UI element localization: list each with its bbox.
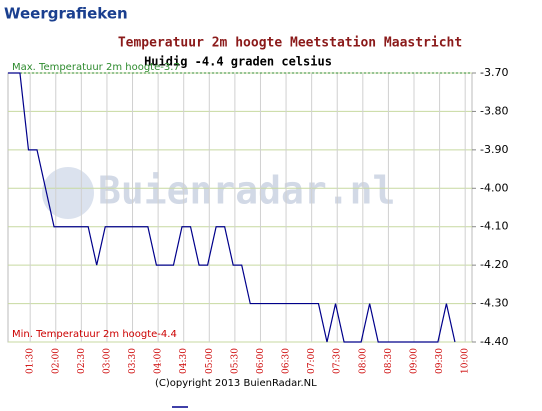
copyright: (C)opyright 2013 BuienRadar.NL xyxy=(155,378,317,389)
x-tick-label: 06:30 xyxy=(282,348,292,374)
x-tick-label: 08:00 xyxy=(358,348,368,374)
x-tick-label: 03:00 xyxy=(102,348,112,374)
x-tick-label: 07:00 xyxy=(307,348,317,374)
x-tick-label: 02:30 xyxy=(77,348,87,374)
x-tick-label: 05:00 xyxy=(205,348,215,374)
x-tick-label: 05:30 xyxy=(230,348,240,374)
x-tick-label: 04:30 xyxy=(179,348,189,374)
x-tick-label: 04:00 xyxy=(154,348,164,374)
x-tick-label: 09:30 xyxy=(435,348,445,374)
y-tick-label: -3.80 xyxy=(480,104,508,117)
max-label: Max. Temperatuur 2m hoogte-3.7 xyxy=(12,62,180,73)
x-tick-label: 06:00 xyxy=(256,348,266,374)
x-tick-label: 10:00 xyxy=(461,348,471,374)
watermark-text: Buienradar.nl xyxy=(98,169,395,213)
y-tick-label: -4.20 xyxy=(480,258,508,271)
y-tick-label: -4.10 xyxy=(480,220,508,233)
chart-subtitle: Huidig -4.4 graden celsius xyxy=(144,55,332,69)
x-tick-label: 07:30 xyxy=(333,348,343,374)
y-tick-label: -4.00 xyxy=(480,181,508,194)
watermark: Buienradar.nl xyxy=(42,167,395,219)
y-tick-label: -3.70 xyxy=(480,66,508,79)
page-title: Weergrafieken xyxy=(4,5,128,23)
y-tick-label: -4.40 xyxy=(480,335,508,348)
min-label: Min. Temperatuur 2m hoogte-4.4 xyxy=(12,329,177,340)
y-tick-label: -3.90 xyxy=(480,143,508,156)
data-line xyxy=(8,72,456,343)
x-tick-label: 02:00 xyxy=(51,348,61,374)
x-tick-label: 01:30 xyxy=(26,348,36,374)
y-tick-label: -4.30 xyxy=(480,297,508,310)
x-tick-label: 03:30 xyxy=(128,348,138,374)
x-tick-label: 09:00 xyxy=(410,348,420,374)
chart-title: Temperatuur 2m hoogte Meetstation Maastr… xyxy=(118,36,462,51)
watermark-logo xyxy=(42,167,94,219)
x-tick-label: 08:30 xyxy=(384,348,394,374)
